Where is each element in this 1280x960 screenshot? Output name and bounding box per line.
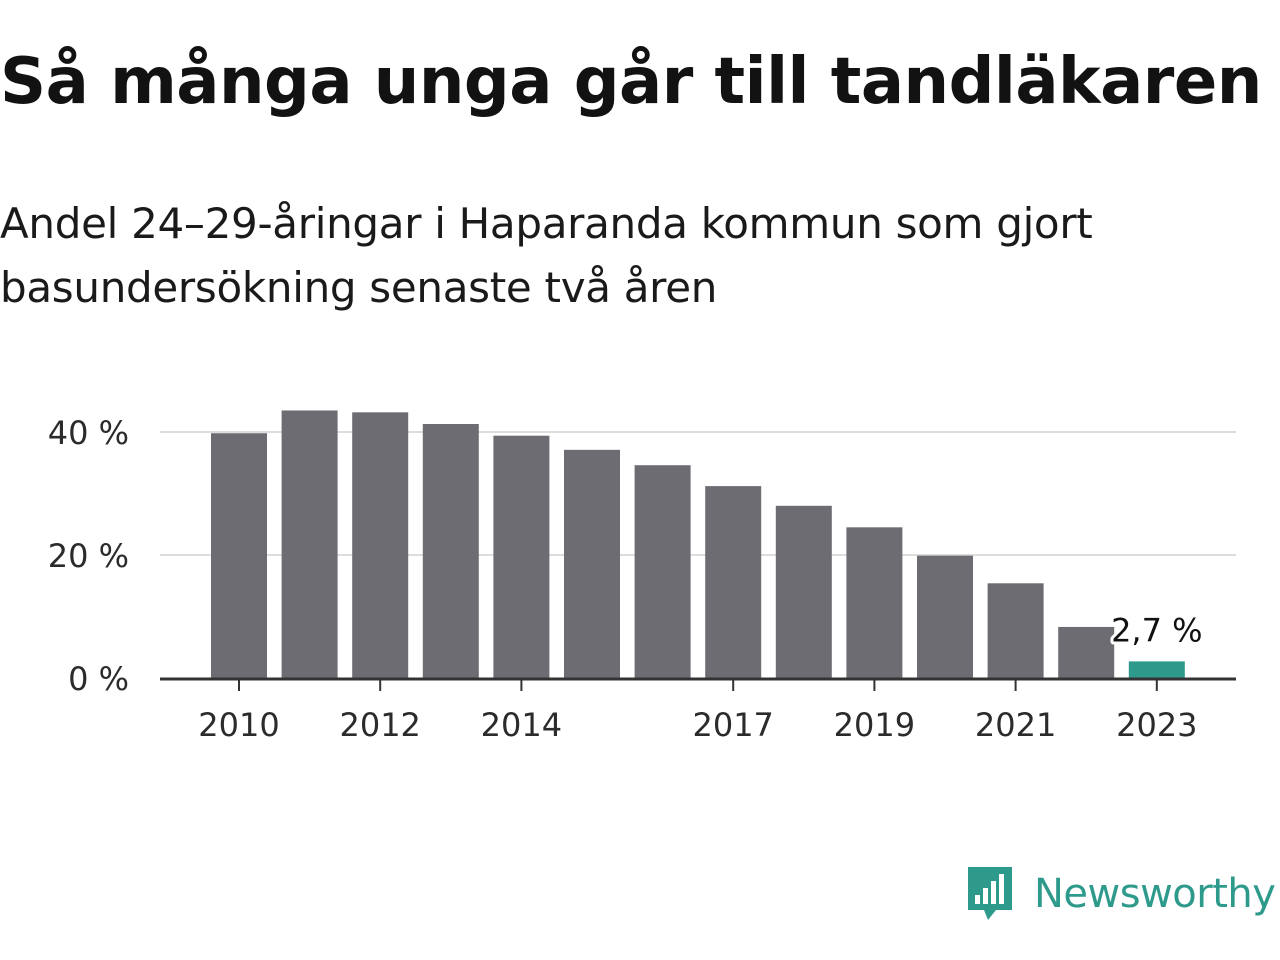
bar — [705, 486, 762, 678]
bar — [493, 435, 550, 678]
logo-text: Newsworthy — [1034, 871, 1276, 917]
y-tick-label: 40 % — [48, 414, 129, 452]
y-tick-label: 20 % — [48, 537, 129, 575]
x-tick-label: 2019 — [834, 706, 915, 744]
bar — [1128, 661, 1185, 678]
bar — [987, 583, 1044, 678]
bar — [281, 410, 338, 678]
y-tick-label: 0 % — [68, 660, 129, 698]
x-tick-label: 2023 — [1116, 706, 1197, 744]
x-tick-label: 2014 — [481, 706, 562, 744]
newsworthy-logo: Newsworthy — [964, 864, 1276, 924]
newsworthy-logo-icon — [968, 867, 1012, 920]
axes — [160, 677, 1236, 691]
bar — [634, 465, 691, 678]
gridlines — [160, 431, 1236, 556]
data-label: 2,7 % — [1111, 611, 1202, 649]
bar — [564, 449, 620, 678]
bar-chart: 0 % 20 % 40 % 2010 2012 2014 2017 2019 2021 2023 2… — [48, 410, 1236, 744]
chart-title: Så många unga går till tandläkaren — [0, 45, 1262, 119]
bar — [917, 555, 973, 678]
labels: 0 % 20 % 40 % 2010 2012 2014 2017 2019 2021 2023 2… — [48, 414, 1206, 744]
bar — [211, 433, 267, 678]
bar — [422, 424, 479, 678]
bar — [775, 505, 832, 678]
chart-subtitle: Andel 24–29-åringar i Haparanda kommun s… — [0, 199, 1093, 312]
x-tick-label: 2012 — [339, 706, 420, 744]
bar — [352, 412, 409, 678]
bar — [1058, 626, 1115, 678]
x-tick-label: 2017 — [692, 706, 773, 744]
bar — [846, 527, 903, 678]
x-tick-label: 2010 — [198, 706, 279, 744]
x-tick-label: 2021 — [975, 706, 1056, 744]
bars — [211, 410, 1185, 678]
